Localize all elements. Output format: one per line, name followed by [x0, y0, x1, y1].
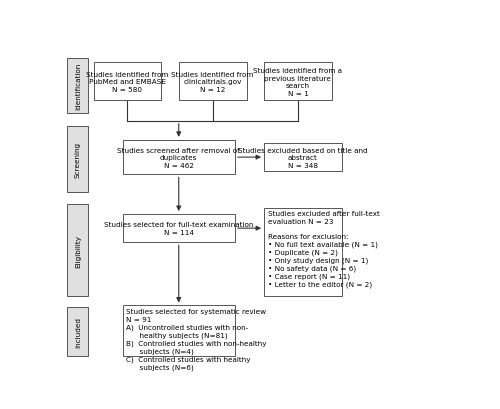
FancyBboxPatch shape	[67, 307, 88, 356]
FancyBboxPatch shape	[179, 63, 246, 101]
FancyBboxPatch shape	[122, 306, 235, 356]
Text: Studies screened after removal of
duplicates
N = 462: Studies screened after removal of duplic…	[118, 147, 240, 168]
Text: Included: Included	[75, 316, 81, 347]
FancyBboxPatch shape	[264, 144, 342, 172]
FancyBboxPatch shape	[122, 214, 235, 243]
Text: Studies excluded after full-text
evaluation N = 23

Reasons for exclusion:
• No : Studies excluded after full-text evaluat…	[268, 211, 380, 287]
Text: Eligibility: Eligibility	[75, 234, 81, 267]
Text: Identification: Identification	[75, 63, 81, 110]
Text: Studies identified from a
previous literature
search
N = 1: Studies identified from a previous liter…	[254, 68, 342, 97]
Text: Studies identified from
clinicaltrials.gov
N = 12: Studies identified from clinicaltrials.g…	[172, 72, 254, 92]
FancyBboxPatch shape	[264, 208, 342, 296]
FancyBboxPatch shape	[67, 205, 88, 296]
Text: Studies excluded based on title and
abstract
N = 348: Studies excluded based on title and abst…	[238, 147, 368, 168]
Text: Studies identified from
PubMed and EMBASE
N = 580: Studies identified from PubMed and EMBAS…	[86, 72, 168, 92]
Text: Screening: Screening	[75, 141, 81, 178]
Text: Studies selected for systematic review
N = 91
A)  Uncontrolled studies with non-: Studies selected for systematic review N…	[126, 308, 267, 370]
Text: Studies selected for full-text examination
N = 114: Studies selected for full-text examinati…	[104, 222, 254, 235]
FancyBboxPatch shape	[264, 63, 332, 101]
FancyBboxPatch shape	[67, 126, 88, 192]
FancyBboxPatch shape	[122, 140, 235, 175]
FancyBboxPatch shape	[67, 58, 88, 114]
FancyBboxPatch shape	[94, 63, 162, 101]
